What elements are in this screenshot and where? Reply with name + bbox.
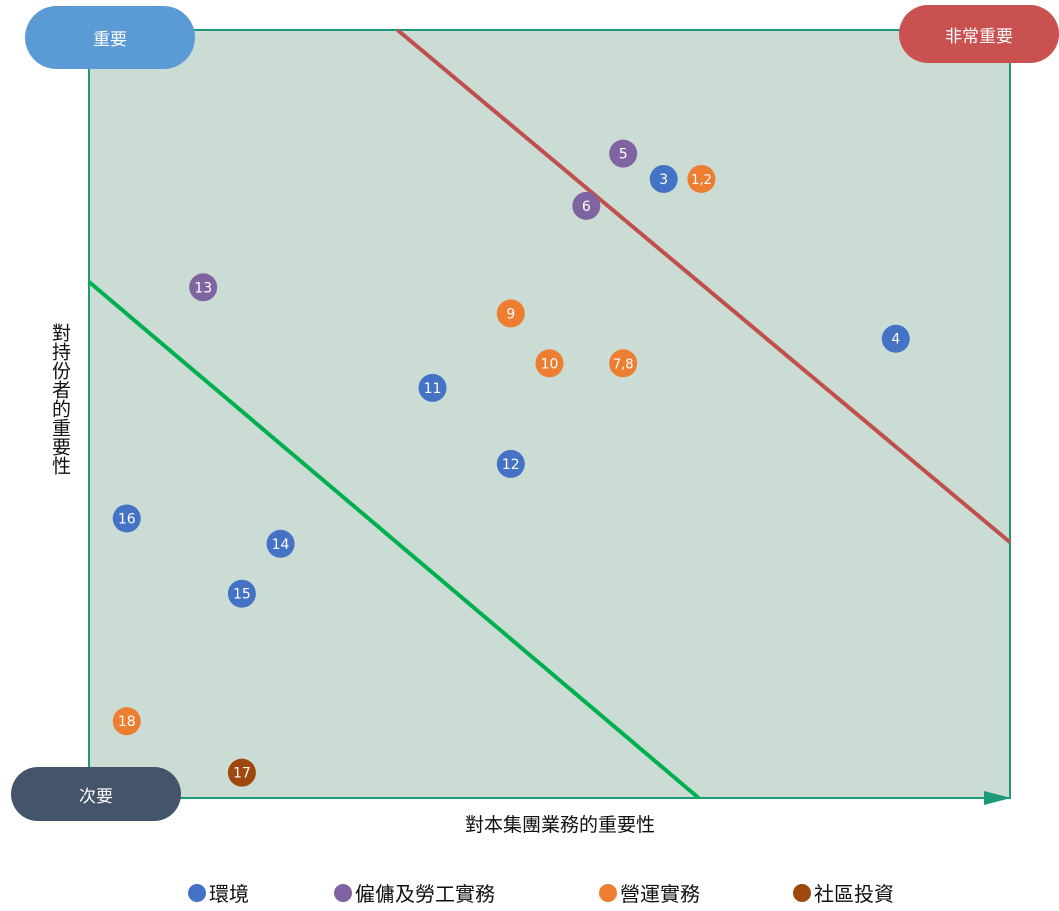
data-point: 6: [572, 191, 601, 220]
data-point-marker: [496, 449, 525, 478]
data-point: 3: [649, 164, 678, 193]
legend-item-community: 社區投資: [793, 878, 894, 907]
data-point-marker: [881, 324, 910, 353]
data-point: 17: [227, 758, 256, 787]
corner-label-secondary: 次要: [11, 767, 181, 821]
data-point-label: 10: [541, 356, 559, 372]
data-point-marker: [649, 164, 678, 193]
y-axis-label: 對持份者的重要性: [49, 323, 71, 475]
data-point-marker: [266, 529, 295, 558]
data-point-marker: [227, 758, 256, 787]
legend-label-operations: 營運實務: [620, 882, 700, 906]
legend-dot-operations: [599, 883, 617, 902]
threshold-lines: [87, 28, 1012, 800]
data-point-marker: [189, 273, 218, 302]
data-point-marker: [227, 579, 256, 608]
legend-item-employment: 僱傭及勞工實務: [334, 878, 495, 907]
plot-area: [88, 29, 1011, 799]
data-point: 12: [496, 449, 525, 478]
data-point-label: 7,8: [613, 357, 634, 372]
legend-label-environment: 環境: [209, 882, 249, 906]
threshold-line-upper: [396, 28, 1012, 544]
legend-label-community: 社區投資: [814, 882, 894, 906]
data-point-label: 18: [118, 714, 136, 730]
data-point-label: 14: [272, 537, 290, 553]
data-point: 7,8: [609, 349, 638, 378]
data-point-marker: [687, 164, 716, 193]
data-point-marker: [496, 299, 525, 328]
x-axis-arrow: [984, 791, 1011, 805]
data-point: 5: [609, 139, 638, 168]
data-point-label: 15: [233, 587, 251, 603]
data-point-label: 16: [118, 511, 136, 527]
data-point-label: 5: [619, 147, 628, 163]
data-point-marker: [112, 504, 141, 533]
data-point-label: 12: [502, 457, 520, 473]
data-point-marker: [609, 349, 638, 378]
data-point-label: 13: [194, 280, 212, 296]
threshold-line-lower: [87, 280, 700, 800]
legend-dot-employment: [334, 883, 352, 902]
data-point: 13: [189, 273, 218, 302]
legend-dot-environment: [188, 883, 206, 902]
legend-item-operations: 營運實務: [599, 878, 700, 907]
corner-label-important: 重要: [25, 6, 195, 69]
data-points: 1,2 3 4 5 6 7,8 9 10 11 12 13 14 15 16 17 18: [112, 139, 910, 787]
corner-label-very-important: 非常重要: [899, 5, 1059, 63]
data-point-label: 1,2: [691, 173, 712, 188]
data-point: 11: [418, 373, 447, 402]
data-point-label: 9: [506, 306, 515, 322]
data-point-label: 3: [659, 172, 668, 188]
data-point: 14: [266, 529, 295, 558]
legend-label-employment: 僱傭及勞工實務: [355, 882, 495, 906]
data-point-marker: [112, 707, 141, 736]
x-axis-label: 對本集團業務的重要性: [464, 814, 655, 836]
data-point: 4: [881, 324, 910, 353]
data-point-label: 4: [891, 332, 900, 348]
legend-item-environment: 環境: [188, 878, 249, 907]
axes: [89, 791, 1011, 805]
data-point-marker: [572, 191, 601, 220]
data-point-marker: [418, 373, 447, 402]
data-point: 10: [535, 349, 564, 378]
data-point: 18: [112, 707, 141, 736]
data-point: 15: [227, 579, 256, 608]
data-point: 9: [496, 299, 525, 328]
data-point-label: 6: [582, 199, 591, 215]
legend: 環境 僱傭及勞工實務 營運實務 社區投資: [0, 878, 1059, 908]
data-point-label: 17: [233, 766, 251, 782]
data-point-marker: [535, 349, 564, 378]
data-point: 1,2: [687, 164, 716, 193]
data-point-label: 11: [424, 381, 442, 397]
data-point: 16: [112, 504, 141, 533]
legend-dot-community: [793, 883, 811, 902]
data-point-marker: [609, 139, 638, 168]
